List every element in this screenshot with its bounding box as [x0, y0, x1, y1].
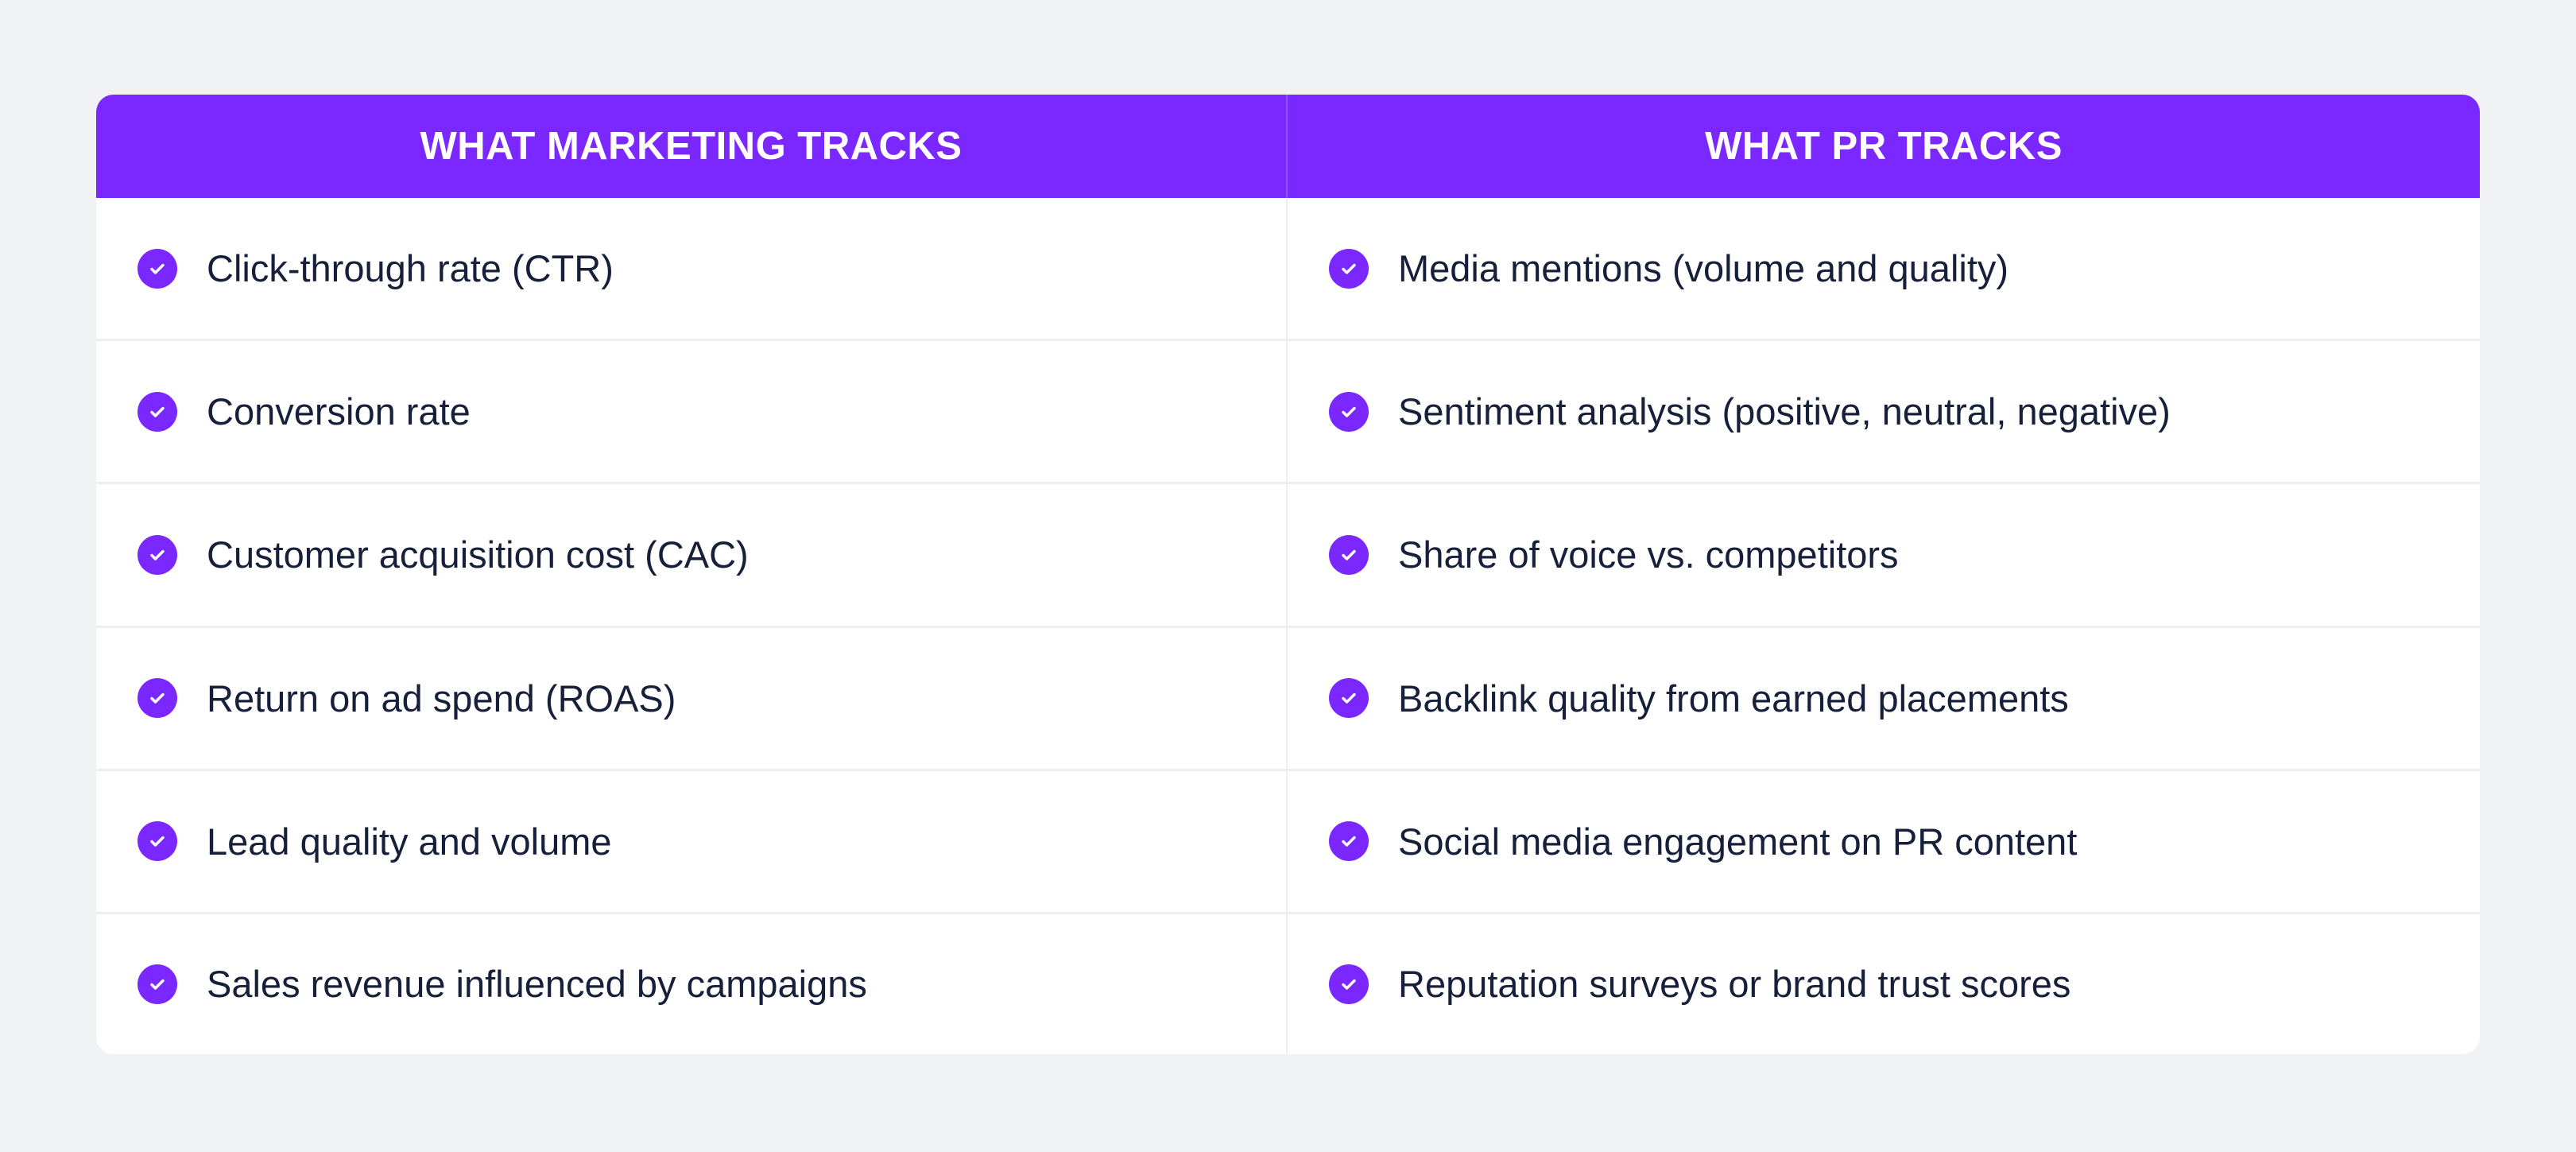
table-row: Return on ad spend (ROAS)	[96, 628, 1286, 771]
table-row: Conversion rate	[96, 341, 1286, 485]
check-circle-icon	[138, 821, 177, 862]
pr-metric-label: Reputation surveys or brand trust scores	[1398, 963, 2071, 1006]
table-row: Share of voice vs. competitors	[1288, 484, 2480, 628]
check-circle-icon	[138, 964, 177, 1004]
pr-column: Media mentions (volume and quality) Sent…	[1286, 198, 2480, 1054]
marketing-metric-label: Lead quality and volume	[207, 820, 612, 863]
check-circle-icon	[138, 248, 177, 289]
table-row: Click-through rate (CTR)	[96, 198, 1286, 342]
table-row: Sales revenue influenced by campaigns	[96, 914, 1286, 1054]
pr-metric-label: Backlink quality from earned placements	[1398, 677, 2069, 720]
table-row: Reputation surveys or brand trust scores	[1288, 914, 2480, 1054]
table-row: Customer acquisition cost (CAC)	[96, 484, 1286, 628]
pr-metric-label: Media mentions (volume and quality)	[1398, 247, 2009, 290]
check-circle-icon	[1329, 678, 1369, 719]
pr-metric-label: Sentiment analysis (positive, neutral, n…	[1398, 390, 2171, 433]
check-circle-icon	[1329, 391, 1369, 432]
pr-column-header: WHAT PR TRACKS	[1286, 95, 2480, 198]
check-circle-icon	[138, 534, 177, 575]
pr-metric-label: Social media engagement on PR content	[1398, 820, 2078, 863]
table-body: Click-through rate (CTR) Conversion rate…	[96, 198, 2480, 1054]
check-circle-icon	[1329, 534, 1369, 575]
marketing-metric-label: Return on ad spend (ROAS)	[207, 677, 676, 720]
table-row: Lead quality and volume	[96, 771, 1286, 914]
marketing-metric-label: Conversion rate	[207, 390, 471, 433]
pr-metric-label: Share of voice vs. competitors	[1398, 533, 1899, 576]
table-row: Social media engagement on PR content	[1288, 771, 2480, 914]
marketing-metric-label: Click-through rate (CTR)	[207, 247, 614, 290]
marketing-metric-label: Sales revenue influenced by campaigns	[207, 963, 867, 1006]
table-row: Backlink quality from earned placements	[1288, 628, 2480, 771]
check-circle-icon	[1329, 248, 1369, 289]
check-circle-icon	[138, 678, 177, 719]
table-row: Media mentions (volume and quality)	[1288, 198, 2480, 342]
table-row: Sentiment analysis (positive, neutral, n…	[1288, 341, 2480, 485]
check-circle-icon	[1329, 964, 1369, 1004]
marketing-metric-label: Customer acquisition cost (CAC)	[207, 533, 749, 576]
marketing-column-header: WHAT MARKETING TRACKS	[420, 125, 963, 168]
marketing-column: Click-through rate (CTR) Conversion rate…	[96, 198, 1286, 1054]
check-circle-icon	[1329, 821, 1369, 862]
comparison-table: WHAT MARKETING TRACKS WHAT PR TRACKS Cli…	[96, 95, 2480, 1054]
check-circle-icon	[138, 391, 177, 432]
table-header: WHAT MARKETING TRACKS WHAT PR TRACKS	[96, 95, 2480, 198]
